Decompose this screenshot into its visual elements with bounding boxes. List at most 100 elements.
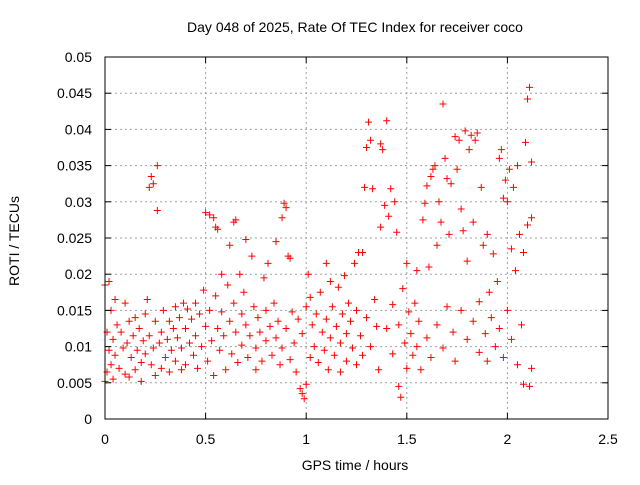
data-point xyxy=(123,339,131,347)
data-point xyxy=(171,303,179,311)
data-point xyxy=(353,306,360,314)
data-point xyxy=(453,165,461,173)
data-point xyxy=(244,353,252,361)
data-point xyxy=(198,343,206,351)
data-point xyxy=(423,182,431,190)
data-point xyxy=(401,339,409,347)
data-point xyxy=(495,325,503,332)
data-point xyxy=(526,382,534,390)
data-point xyxy=(316,288,324,296)
data-point xyxy=(477,183,485,191)
data-point xyxy=(137,377,145,385)
data-point xyxy=(165,317,173,325)
data-point xyxy=(236,270,244,278)
data-point xyxy=(186,339,194,347)
data-point xyxy=(260,274,268,282)
data-point xyxy=(524,221,532,229)
data-point xyxy=(443,175,451,183)
data-point xyxy=(367,343,375,351)
data-point xyxy=(375,366,383,374)
data-point xyxy=(399,285,407,293)
data-point xyxy=(208,337,216,345)
data-point xyxy=(127,353,135,361)
data-point xyxy=(433,241,441,249)
data-point xyxy=(306,353,314,361)
data-point xyxy=(417,366,425,374)
data-point xyxy=(119,344,127,352)
data-point xyxy=(330,351,338,359)
data-point xyxy=(252,366,260,374)
data-point xyxy=(302,303,310,311)
data-point xyxy=(507,335,515,343)
data-point xyxy=(218,308,226,316)
data-point xyxy=(407,330,415,338)
data-point xyxy=(149,344,157,352)
data-points xyxy=(101,83,536,403)
data-point xyxy=(320,346,328,354)
data-point xyxy=(437,218,445,226)
data-point xyxy=(181,361,189,369)
y-tick-label: 0.04 xyxy=(65,121,92,137)
data-point xyxy=(228,350,236,358)
data-point xyxy=(524,95,532,103)
data-point xyxy=(471,136,479,144)
data-point xyxy=(451,133,459,141)
data-point xyxy=(141,350,149,358)
data-point xyxy=(393,228,401,236)
data-point xyxy=(129,332,137,340)
data-point xyxy=(145,183,153,191)
data-point xyxy=(487,314,495,322)
data-point xyxy=(511,267,519,275)
data-point xyxy=(475,298,483,306)
data-point xyxy=(451,357,459,365)
data-point xyxy=(214,225,222,233)
data-point xyxy=(133,346,141,354)
data-point xyxy=(125,373,133,381)
data-point xyxy=(457,205,465,213)
data-point xyxy=(391,198,399,206)
data-point xyxy=(405,308,413,316)
data-point xyxy=(367,136,375,144)
data-point xyxy=(421,199,429,207)
data-point xyxy=(220,332,228,340)
data-point xyxy=(389,350,397,358)
data-point xyxy=(216,346,224,354)
data-point xyxy=(145,332,153,340)
data-point xyxy=(427,353,435,361)
data-point xyxy=(361,183,369,191)
y-tick-label: 0.015 xyxy=(57,302,92,318)
chart-title: Day 048 of 2025, Rate Of TEC Index for r… xyxy=(187,19,523,35)
data-point xyxy=(425,263,433,271)
data-point xyxy=(385,212,393,220)
data-point xyxy=(455,136,463,144)
data-point xyxy=(173,334,181,342)
data-point xyxy=(159,306,167,314)
data-point xyxy=(276,361,284,369)
data-point xyxy=(491,343,499,351)
data-point xyxy=(308,321,316,329)
data-point xyxy=(153,162,161,170)
data-point xyxy=(348,344,356,352)
data-point xyxy=(270,299,278,307)
data-point xyxy=(326,277,334,285)
data-point xyxy=(117,328,125,336)
data-point xyxy=(443,303,451,311)
data-point xyxy=(304,270,312,278)
data-point xyxy=(517,321,525,329)
data-point xyxy=(397,393,405,401)
y-tick-label: 0.045 xyxy=(57,85,92,101)
data-point xyxy=(256,328,264,336)
data-point xyxy=(151,317,159,325)
data-point xyxy=(463,335,471,343)
y-tick-label: 0.025 xyxy=(57,230,92,246)
data-point xyxy=(131,314,139,322)
data-point xyxy=(188,315,196,323)
data-point xyxy=(155,339,163,347)
data-point xyxy=(459,227,467,235)
data-point xyxy=(501,176,509,184)
data-point xyxy=(147,172,155,180)
data-point xyxy=(137,359,145,367)
data-point xyxy=(139,337,147,345)
